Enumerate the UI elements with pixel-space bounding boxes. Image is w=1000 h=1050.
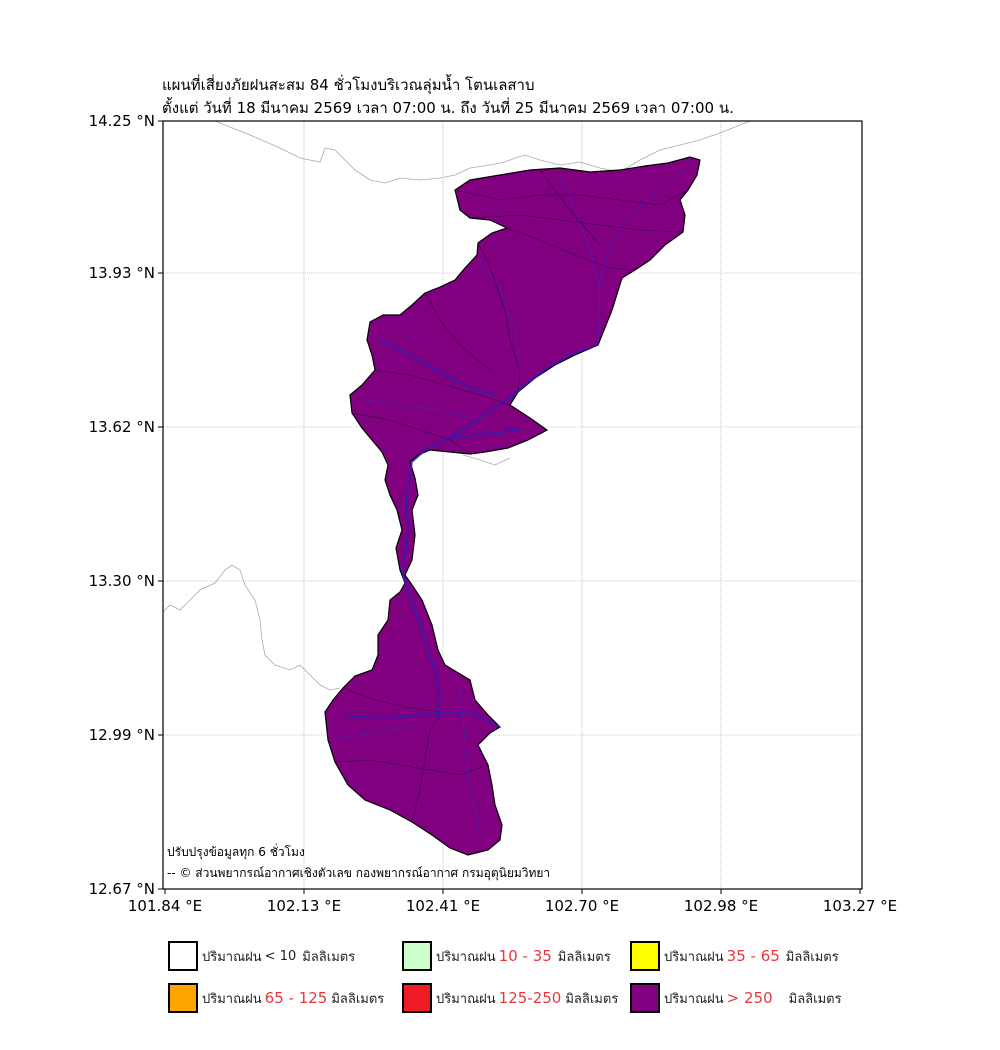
x-tick-label: 102.98 °E xyxy=(683,897,759,915)
legend-unit: มิลลิเมตร xyxy=(302,949,356,965)
y-tick-label: 12.67 °N xyxy=(88,880,155,898)
legend-unit: มิลลิเมตร xyxy=(565,991,619,1007)
main-rivers xyxy=(342,339,599,728)
legend-swatch xyxy=(630,983,660,1013)
credit-note: -- © ส่วนพยากรณ์อากาศเชิงตัวเลข กองพยากร… xyxy=(167,866,551,880)
legend-unit: มิลลิเมตร xyxy=(557,949,611,965)
legend-range: 35 - 65 xyxy=(726,947,780,965)
basin-area xyxy=(324,156,701,856)
legend-prefix: ปริมาณฝน xyxy=(202,991,262,1007)
legend-swatch xyxy=(630,941,660,971)
legend-swatch xyxy=(402,983,432,1013)
legend-item-65-125: ปริมาณฝน 65 - 125 มิลลิเมตร xyxy=(168,981,384,1015)
map-subtitle: ตั้งแต่ วันที่ 18 มีนาคม 2569 เวลา 07:00… xyxy=(162,99,734,117)
map-title: แผนที่เสี่ยงภัยฝนสะสม 84 ชั่วโมงบริเวณลุ… xyxy=(162,76,535,94)
y-tick-label: 14.25 °N xyxy=(88,112,155,130)
x-tick-label: 103.27 °E xyxy=(822,897,898,915)
legend-unit: มิลลิเมตร xyxy=(785,949,839,965)
x-tick-label: 102.13 °E xyxy=(266,897,342,915)
legend-swatch xyxy=(168,941,198,971)
y-tick-label: 12.99 °N xyxy=(88,726,155,744)
legend-range: 10 - 35 xyxy=(498,947,552,965)
legend-item-10-35: ปริมาณฝน 10 - 35 มิลลิเมตร xyxy=(402,939,611,973)
tributaries xyxy=(329,164,691,831)
legend-item-lt10: ปริมาณฝน < 10 มิลลิเมตร xyxy=(168,939,355,973)
legend-item-gt250: ปริมาณฝน > 250 มิลลิเมตร xyxy=(630,981,842,1015)
legend-prefix: ปริมาณฝน xyxy=(664,949,724,965)
legend-unit: มิลลิเมตร xyxy=(788,991,842,1007)
legend-prefix: ปริมาณฝน xyxy=(664,991,724,1007)
legend-range: 125-250 xyxy=(498,989,562,1007)
legend-prefix: ปริมาณฝน xyxy=(436,991,496,1007)
x-tick-label: 102.41 °E xyxy=(405,897,481,915)
sub-basin-lines xyxy=(334,169,689,823)
legend-prefix: ปริมาณฝน xyxy=(202,949,262,965)
legend-unit: มิลลิเมตร xyxy=(331,991,385,1007)
legend-prefix: ปริมาณฝน xyxy=(436,949,496,965)
axis-ticks xyxy=(158,120,861,894)
legend-range: > 250 xyxy=(726,989,773,1007)
legend-swatch xyxy=(168,983,198,1013)
x-tick-label: 102.70 °E xyxy=(544,897,620,915)
legend-range: 65 - 125 xyxy=(264,989,328,1007)
update-note: ปรับปรุงข้อมูลทุก 6 ชั่วโมง xyxy=(167,845,305,859)
y-tick-label: 13.30 °N xyxy=(88,572,155,590)
y-tick-label: 13.93 °N xyxy=(88,264,155,282)
plot-frame xyxy=(162,120,863,890)
x-tick-label: 101.84 °E xyxy=(127,897,203,915)
legend-item-35-65: ปริมาณฝน 35 - 65 มิลลิเมตร xyxy=(630,939,839,973)
legend-swatch xyxy=(402,941,432,971)
country-border xyxy=(162,120,751,691)
legend-range: < 10 xyxy=(264,948,297,964)
y-tick-label: 13.62 °N xyxy=(88,418,155,436)
legend-item-125-250: ปริมาณฝน 125-250 มิลลิเมตร xyxy=(402,981,618,1015)
